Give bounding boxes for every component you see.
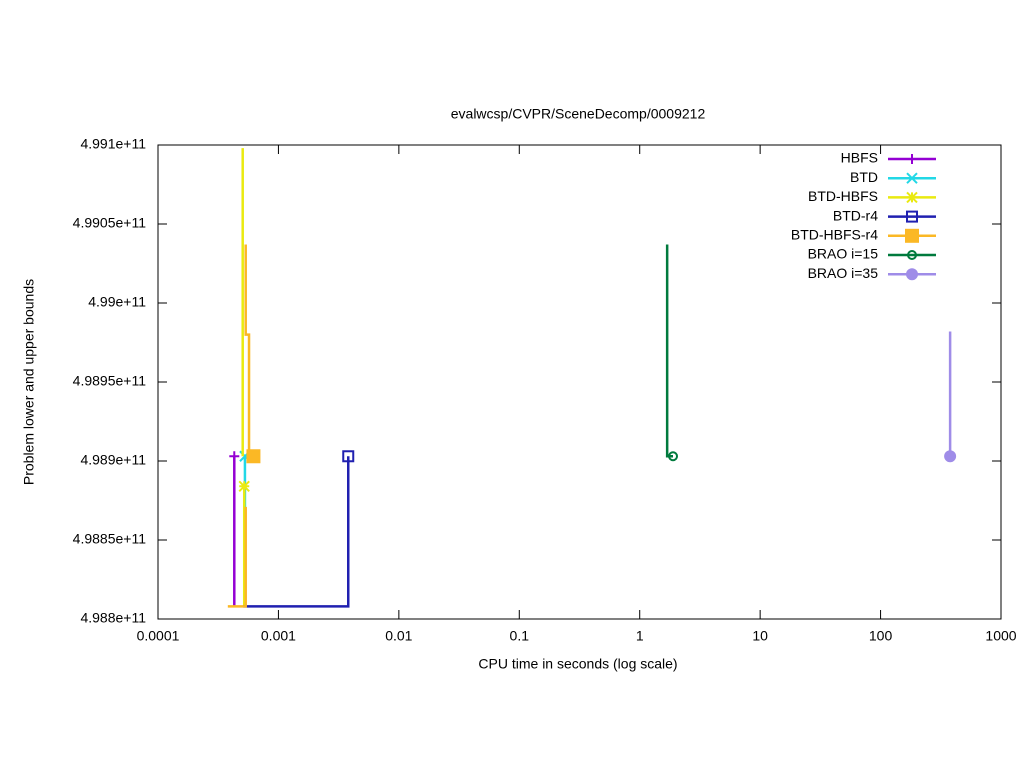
x-tick-label: 1000 [985, 628, 1016, 644]
legend-marker [906, 172, 918, 184]
series-line [241, 148, 246, 607]
y-tick-label: 4.988e+11 [80, 610, 146, 626]
series-line [665, 244, 674, 458]
y-tick-label: 4.9895e+11 [73, 373, 147, 389]
legend-label: BTD [850, 169, 878, 185]
y-tick-label: 4.9905e+11 [73, 215, 147, 231]
chart-title: evalwcsp/CVPR/SceneDecomp/0009212 [451, 106, 706, 122]
y-tick-label: 4.989e+11 [80, 452, 146, 468]
legend-marker [905, 228, 919, 243]
marker [229, 451, 240, 462]
y-tick-label: 4.991e+11 [80, 136, 146, 152]
legend-marker [907, 154, 917, 164]
legend-marker [906, 191, 918, 204]
legend-label: BTD-HBFS-r4 [791, 227, 878, 243]
x-tick-label: 100 [869, 628, 893, 644]
marker [342, 450, 355, 463]
series-line [243, 456, 350, 608]
x-tick-label: 1 [636, 628, 644, 644]
x-tick-label: 0.001 [261, 628, 296, 644]
legend-marker [906, 268, 918, 281]
marker [238, 480, 250, 492]
marker [246, 449, 261, 464]
marker [668, 451, 679, 462]
x-tick-label: 0.0001 [137, 628, 180, 644]
legend-marker [906, 210, 918, 223]
x-tick-label: 10 [752, 628, 768, 644]
legend-label: BTD-r4 [833, 207, 878, 223]
y-tick-label: 4.99e+11 [88, 294, 146, 310]
y-axis-label: Problem lower and upper bounds [21, 279, 37, 485]
legend-label: BRAO i=35 [808, 265, 879, 281]
y-tick-label: 4.9885e+11 [73, 531, 147, 547]
marker [944, 450, 957, 463]
legend-label: BTD-HBFS [808, 188, 878, 204]
legend-label: BRAO i=15 [808, 246, 879, 262]
x-tick-label: 0.1 [510, 628, 530, 644]
legend-label: HBFS [841, 150, 878, 166]
x-tick-label: 0.01 [385, 628, 412, 644]
legend-marker [907, 250, 917, 260]
x-axis-label: CPU time in seconds (log scale) [478, 656, 677, 672]
